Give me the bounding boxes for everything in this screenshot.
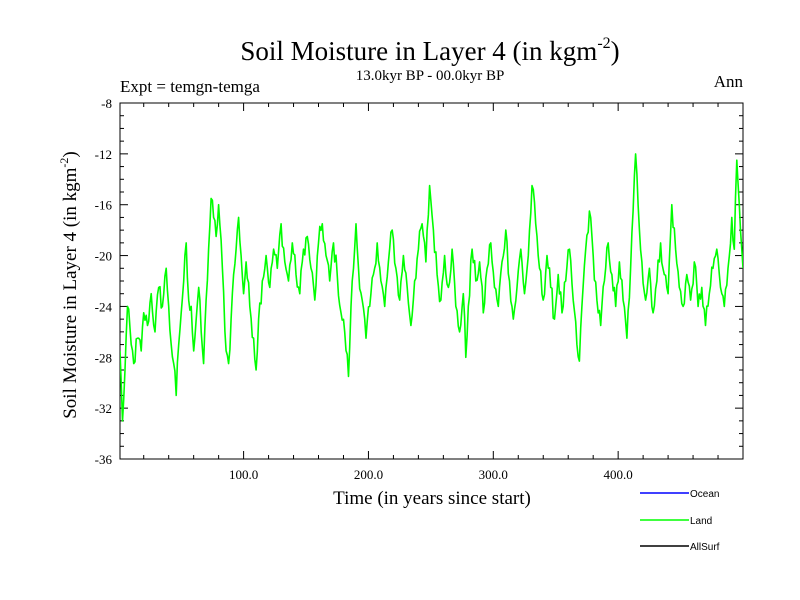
y-tick-label: -28 [95, 350, 112, 365]
plot-series [120, 153, 743, 422]
y-axis-label: Soil Moisture in Layer 4 (in kgm-2) [57, 151, 81, 419]
x-axis-label: Time (in years since start) [333, 488, 531, 509]
x-tick-label: 200.0 [354, 467, 383, 482]
x-tick-label: 400.0 [604, 467, 633, 482]
y-tick-label: -32 [95, 401, 112, 416]
y-tick-label: -16 [95, 198, 113, 213]
legend-allsurf-label: AllSurf [690, 542, 720, 553]
legend-ocean-label: Ocean [690, 489, 719, 500]
chart-title-superscript: -2 [597, 35, 610, 52]
axis-tick-labels: -36 -32 -28 -24 -20 -16 -12 -8 100.0 200.0 300.0 40… [95, 96, 633, 482]
y-tick-label: -24 [95, 299, 113, 314]
plot-frame [119, 102, 744, 460]
axis-ticks [120, 102, 743, 460]
y-tick-label: -8 [101, 96, 112, 111]
y-tick-label: -12 [95, 147, 112, 162]
x-tick-label: 300.0 [479, 467, 508, 482]
y-tick-label: -36 [95, 452, 113, 467]
chart-subtitle: 13.0kyr BP - 00.0kyr BP [356, 68, 505, 84]
land-series-line [120, 153, 743, 422]
y-tick-label: -20 [95, 249, 112, 264]
legend: Ocean Land AllSurf [640, 489, 720, 553]
legend-land-label: Land [690, 516, 712, 527]
x-tick-label: 100.0 [229, 467, 258, 482]
experiment-label: Expt = temgn-temga [120, 77, 260, 96]
season-label: Ann [714, 72, 744, 91]
chart-title: Soil Moisture in Layer 4 (in kgm-2) [240, 35, 619, 66]
